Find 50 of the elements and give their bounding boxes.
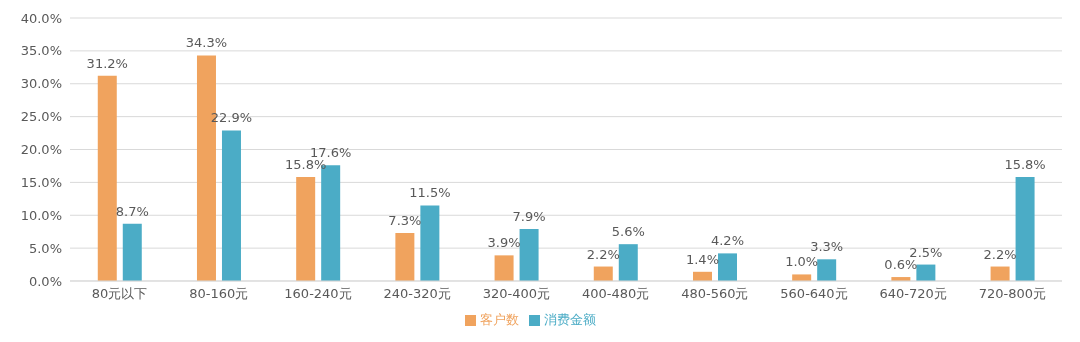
x-tick-label: 480-560元 [681,286,749,302]
data-label: 2.5% [909,244,943,260]
data-label: 5.6% [611,224,645,240]
data-label: 15.8% [1004,157,1046,173]
data-label: 3.3% [810,239,844,255]
data-label: 2.2% [983,246,1017,262]
bar [122,223,142,281]
data-label: 2.2% [586,246,620,262]
bar [817,259,837,281]
y-tick-label: 5.0% [28,240,62,256]
legend-label: 客户数 [479,312,519,327]
bar [990,266,1010,281]
x-tick-label: 80元以下 [91,286,148,302]
bar [916,264,936,281]
y-tick-label: 40.0% [20,10,62,26]
data-label: 31.2% [86,55,128,71]
bar [395,233,415,281]
x-tick-label: 80-160元 [189,286,249,302]
data-label: 4.2% [710,233,744,249]
bar [97,75,117,281]
data-label: 0.6% [884,257,918,273]
bar [221,130,241,281]
y-tick-label: 15.0% [20,174,62,190]
x-tick-label: 400-480元 [581,286,650,302]
data-label: 7.9% [512,209,546,225]
y-tick-label: 20.0% [20,142,62,158]
x-tick-label: 720-800元 [978,286,1047,302]
y-tick-label: 30.0% [20,76,62,92]
data-label: 3.9% [487,235,521,251]
x-tick-label: 640-720元 [879,286,947,302]
bar [792,274,812,281]
bar [618,244,638,281]
y-tick-label: 10.0% [20,207,62,223]
y-tick-label: 35.0% [20,43,62,59]
bar [717,253,737,281]
bar [494,255,514,281]
legend-label: 消费金额 [543,312,596,327]
y-tick-label: 25.0% [20,109,62,125]
data-label: 11.5% [409,185,451,201]
bar [593,266,613,281]
bar [420,205,440,281]
data-label: 34.3% [185,35,228,51]
bar [519,229,539,281]
x-tick-label: 560-640元 [780,286,848,302]
bar [296,177,316,281]
y-tick-label: 0.0% [28,273,62,289]
x-tick-label: 160-240元 [284,286,352,302]
x-tick-label: 240-320元 [383,286,451,302]
bar [1015,177,1035,281]
x-tick-label: 320-400元 [482,286,551,302]
